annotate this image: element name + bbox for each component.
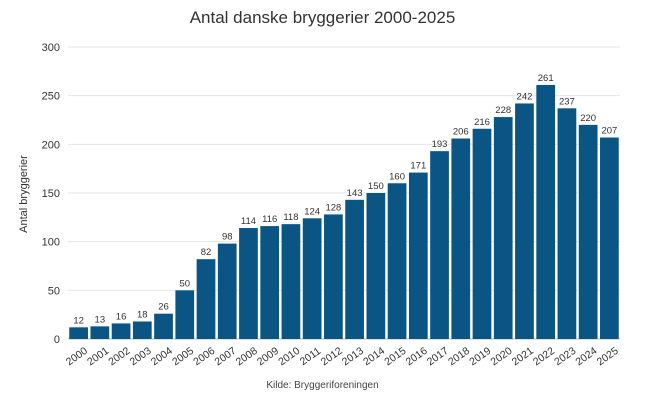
- bar: [451, 138, 471, 339]
- data-label: 114: [241, 216, 256, 227]
- data-label: 128: [325, 202, 341, 213]
- bar: [515, 103, 534, 339]
- bar: [196, 259, 216, 339]
- data-label: 206: [453, 126, 469, 137]
- bar: [239, 228, 258, 339]
- y-tick-label: 250: [42, 91, 60, 103]
- data-label: 50: [179, 278, 190, 289]
- data-label: 143: [347, 188, 363, 199]
- data-label: 242: [517, 91, 533, 102]
- data-label: 124: [304, 206, 320, 217]
- bar: [536, 84, 556, 340]
- data-label: 98: [222, 232, 233, 243]
- bar: [345, 199, 364, 339]
- bar: [408, 172, 428, 339]
- data-label: 160: [389, 171, 405, 182]
- y-tick-label: 50: [48, 285, 60, 297]
- data-label: 237: [559, 96, 575, 107]
- data-label: 207: [601, 126, 617, 137]
- data-label: 220: [580, 113, 596, 124]
- chart-title: Antal danske bryggerier 2000-2025: [189, 8, 456, 27]
- bar: [430, 151, 449, 339]
- data-label: 171: [410, 161, 426, 172]
- bar: [69, 327, 88, 339]
- bar: [111, 323, 131, 339]
- bar: [132, 321, 152, 339]
- bar: [600, 137, 619, 339]
- data-label: 82: [201, 247, 212, 258]
- y-tick-label: 0: [54, 334, 60, 346]
- data-label: 150: [368, 181, 384, 192]
- bar: [578, 124, 598, 339]
- bar: [90, 326, 110, 339]
- data-label: 261: [538, 73, 554, 84]
- data-label: 216: [474, 117, 490, 128]
- y-tick-label: 200: [42, 139, 60, 151]
- y-tick-label: 100: [42, 237, 60, 249]
- data-label: 228: [495, 105, 511, 116]
- bar: [387, 183, 407, 339]
- data-label: 18: [137, 309, 148, 320]
- bar: [175, 290, 195, 339]
- data-label: 26: [158, 302, 169, 313]
- bar: [472, 128, 492, 339]
- data-label: 193: [432, 139, 448, 150]
- bar: [493, 117, 513, 339]
- y-tick-label: 150: [42, 188, 60, 200]
- bar: [281, 224, 301, 339]
- data-label: 16: [116, 311, 127, 322]
- data-label: 13: [95, 314, 106, 325]
- bar: [302, 218, 322, 339]
- bar: [154, 313, 173, 339]
- data-label: 116: [262, 214, 277, 225]
- bar: [324, 214, 343, 339]
- source-note: Kilde: Bryggeriforeningen: [266, 380, 379, 391]
- y-tick-label: 300: [42, 42, 60, 54]
- bar: [260, 226, 280, 339]
- data-label: 12: [73, 315, 84, 326]
- x-tick-label: 2011: [298, 345, 324, 368]
- x-tick-label: 2025: [595, 345, 621, 368]
- bar: [557, 108, 577, 339]
- bar: [366, 193, 386, 339]
- bar: [217, 243, 237, 339]
- data-label: 118: [283, 212, 298, 223]
